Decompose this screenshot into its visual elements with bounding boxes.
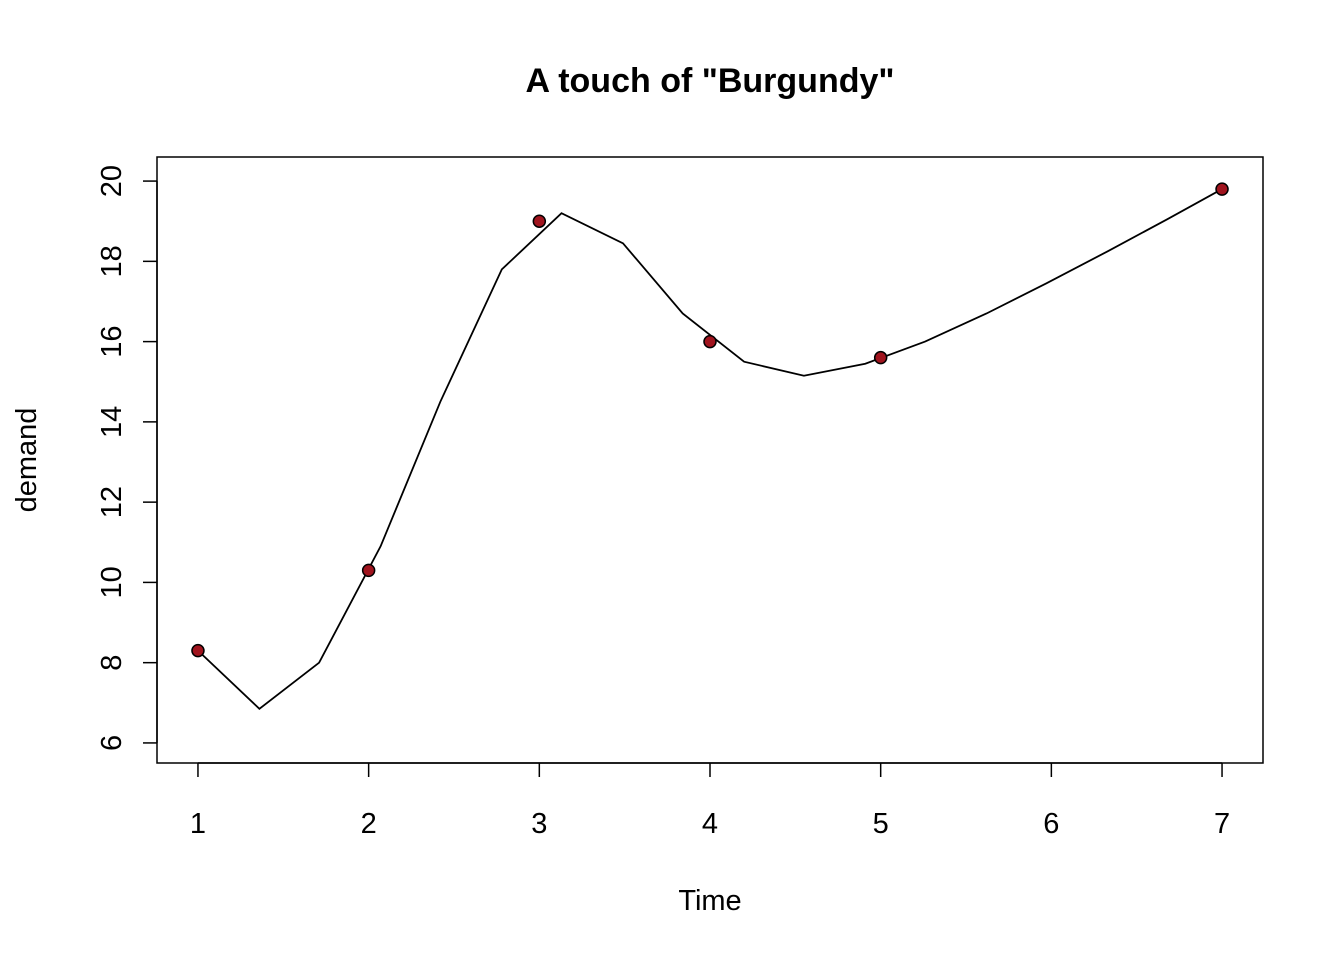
data-point [873, 350, 888, 365]
y-tick-label: 6 [96, 735, 128, 751]
x-tick-label: 1 [190, 808, 206, 840]
plot-frame [156, 156, 1264, 764]
x-tick-label: 4 [702, 808, 718, 840]
x-tick-label: 5 [873, 808, 889, 840]
x-tick-label: 7 [1214, 808, 1230, 840]
smooth-line [197, 188, 1223, 710]
y-tick-label: 18 [96, 245, 128, 277]
x-tick-label: 2 [361, 808, 377, 840]
y-axis: 6 8 10 12 14 16 18 20 [96, 165, 158, 751]
data-point [361, 563, 376, 578]
data-point [532, 214, 547, 228]
y-tick-label: 12 [96, 486, 128, 518]
y-tick-label: 16 [96, 325, 128, 357]
data-point [1215, 182, 1229, 196]
data-point [703, 334, 717, 349]
y-tick-label: 20 [96, 165, 128, 197]
series-layer [191, 182, 1229, 710]
x-tick-label: 6 [1043, 808, 1059, 840]
y-tick-label: 8 [96, 655, 128, 671]
y-axis-label: demand [11, 408, 43, 513]
x-tick-label: 3 [531, 808, 547, 840]
chart-title: A touch of "Burgundy" [525, 62, 894, 100]
x-axis-label: Time [678, 885, 741, 917]
data-point [191, 643, 205, 658]
y-tick-label: 14 [96, 406, 128, 438]
y-tick-label: 10 [96, 566, 128, 598]
x-axis: 1 2 3 4 5 6 7 [190, 762, 1230, 840]
